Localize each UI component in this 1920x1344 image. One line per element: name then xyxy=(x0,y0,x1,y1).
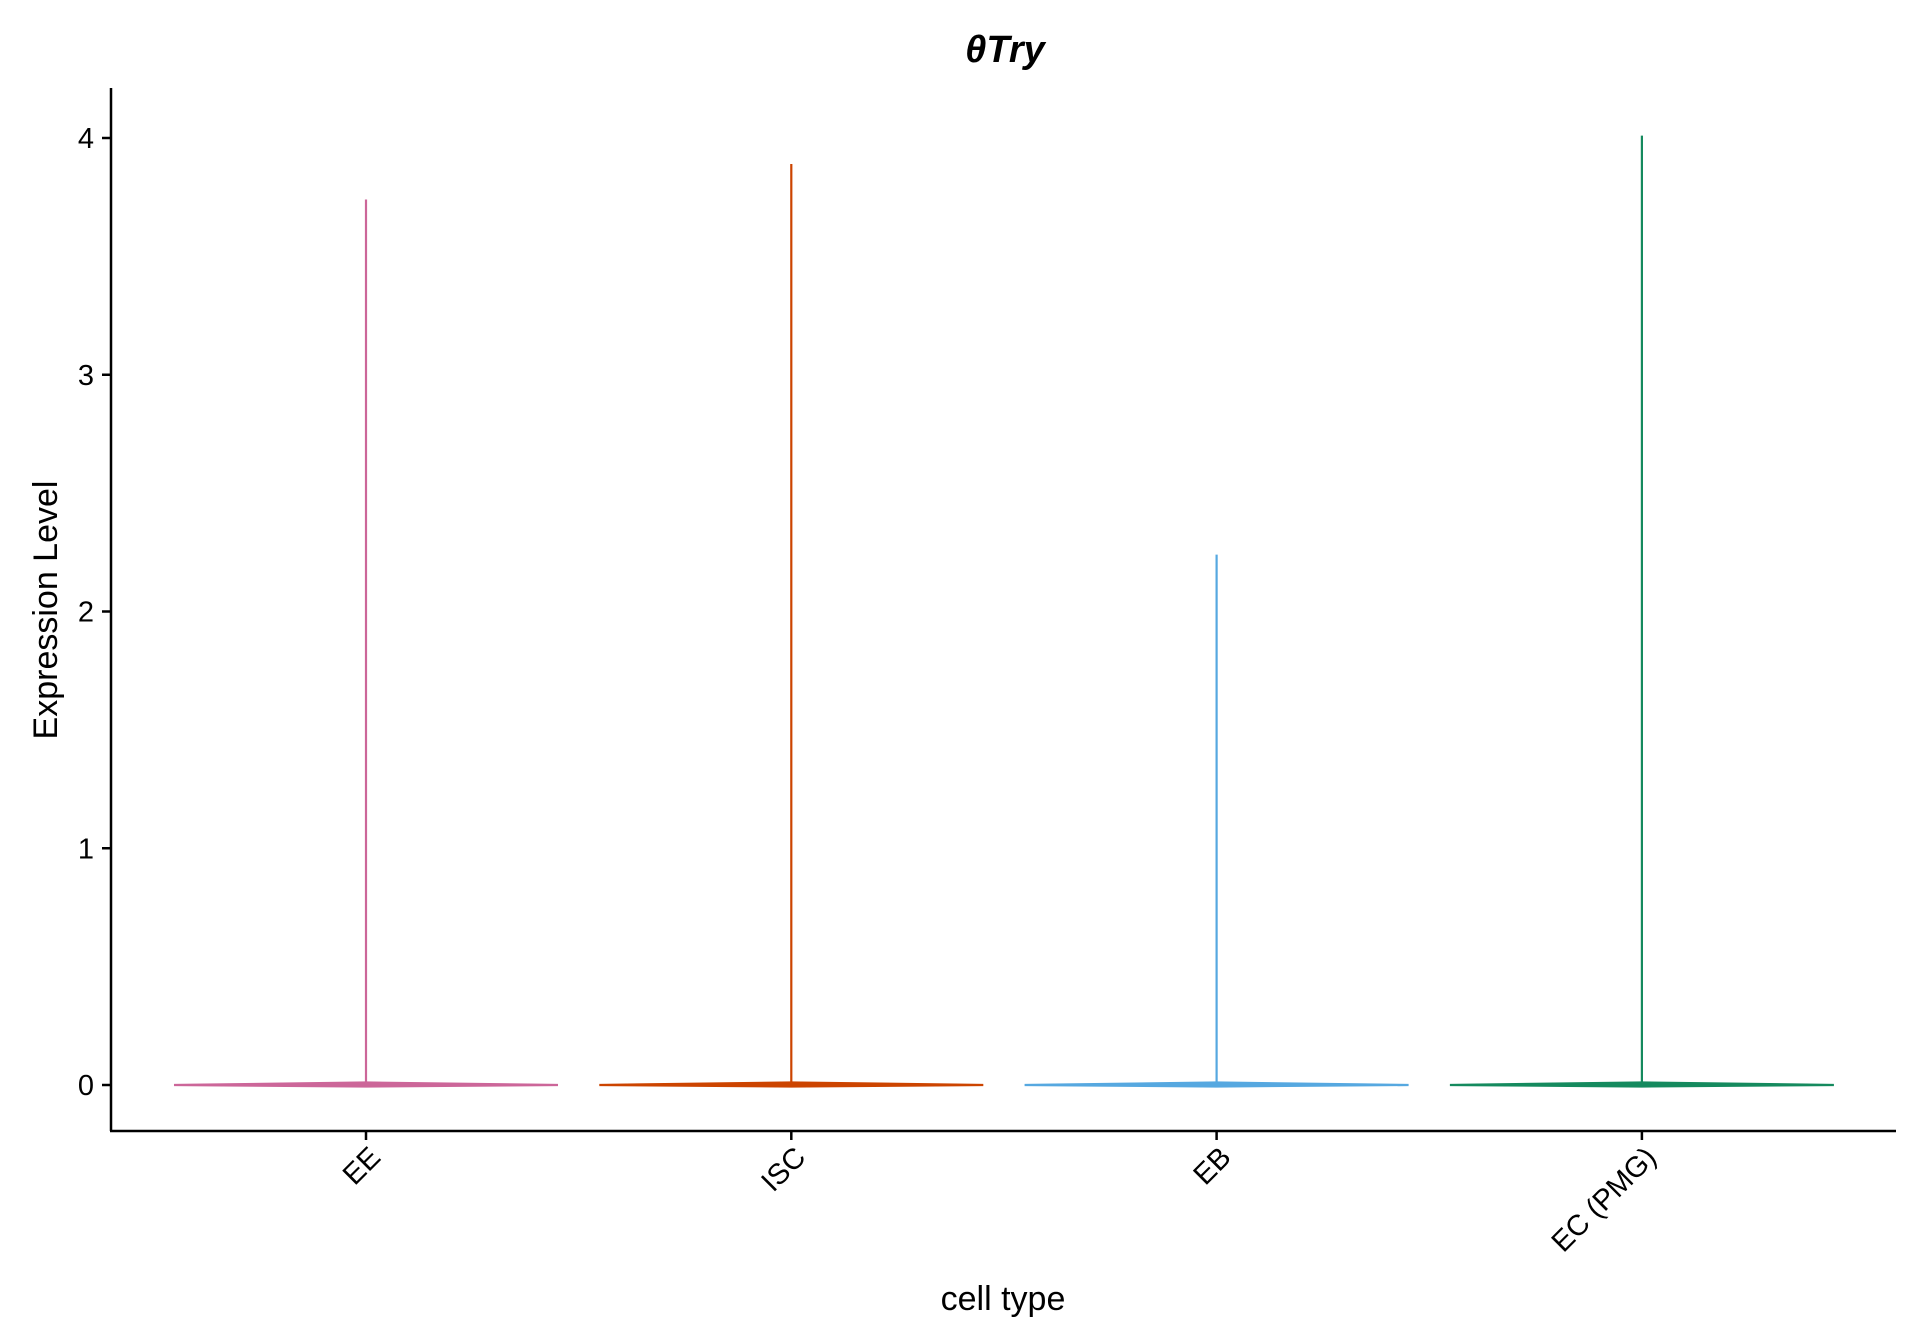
violin-ec-pmg xyxy=(1449,135,1834,1088)
axes xyxy=(109,88,1896,1133)
x-tick-label: EC (PMG) xyxy=(1546,1141,1663,1258)
x-tick-label: ISC xyxy=(755,1141,812,1198)
y-tick-label: 2 xyxy=(78,597,94,629)
violin-ee xyxy=(173,199,559,1088)
x-tick-label: EB xyxy=(1188,1141,1238,1191)
violin-eb xyxy=(1024,554,1409,1088)
violin-isc xyxy=(599,164,984,1088)
y-tick-label: 4 xyxy=(78,123,94,155)
y-tick-label: 1 xyxy=(78,833,94,865)
x-axis-title: cell type xyxy=(941,1280,1066,1318)
y-axis-title: Expression Level xyxy=(27,481,65,740)
plot-area xyxy=(173,135,1834,1088)
y-tick-label: 0 xyxy=(78,1070,94,1102)
y-axis-ticks: 0 1 2 3 4 xyxy=(78,123,111,1102)
x-tick-label: EE xyxy=(337,1141,387,1191)
y-tick-label: 3 xyxy=(78,360,94,392)
x-axis-ticks: EE ISC EB EC (PMG) xyxy=(337,1131,1663,1259)
chart-title: θTry xyxy=(965,29,1047,71)
